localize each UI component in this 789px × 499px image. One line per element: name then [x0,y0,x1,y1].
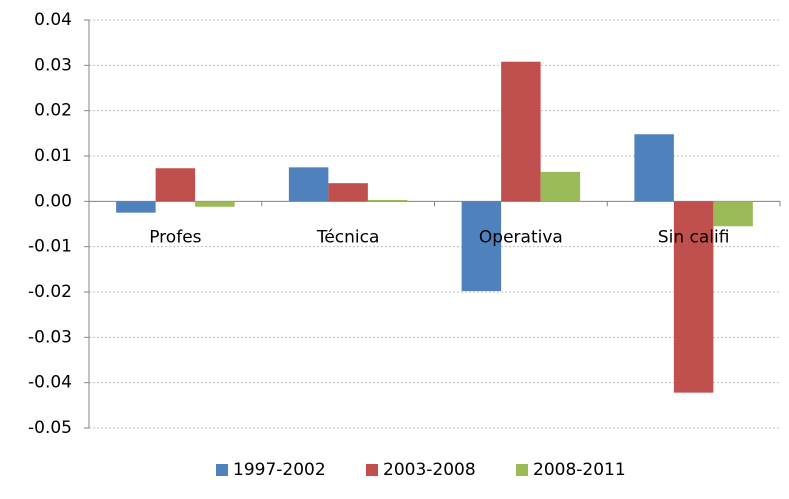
bar [461,201,502,292]
y-tick-label: 0.03 [34,55,72,75]
bar [501,61,541,202]
legend-label: 2008-2011 [533,460,626,480]
y-tick-label: -0.03 [28,327,72,347]
bar [367,199,408,202]
bar [540,171,581,202]
x-tick-label: Sin califi [658,227,730,247]
bar [116,201,156,213]
bar [328,183,368,202]
legend-swatch [516,464,528,476]
legend-swatch [366,464,378,476]
y-tick-label: -0.05 [28,418,72,438]
y-tick-label: -0.02 [28,282,72,302]
bar [673,201,714,393]
y-tick-label: 0.01 [34,146,72,166]
legend-label: 1997-2002 [233,460,326,480]
bar [713,201,753,227]
x-tick-label: Operativa [479,227,563,247]
bar [288,167,329,202]
bar [155,168,196,202]
bar [634,134,674,202]
y-tick-label: -0.04 [28,373,72,393]
y-tick-label: 0.00 [34,191,72,211]
bar [195,201,235,207]
x-tick-label: Técnica [316,227,380,247]
y-tick-label: 0.02 [34,101,72,121]
legend-label: 2003-2008 [383,460,476,480]
y-tick-label: 0.04 [34,10,72,30]
legend-swatch [216,464,228,476]
x-tick-label: Profes [149,227,201,247]
y-tick-label: -0.01 [28,237,72,257]
